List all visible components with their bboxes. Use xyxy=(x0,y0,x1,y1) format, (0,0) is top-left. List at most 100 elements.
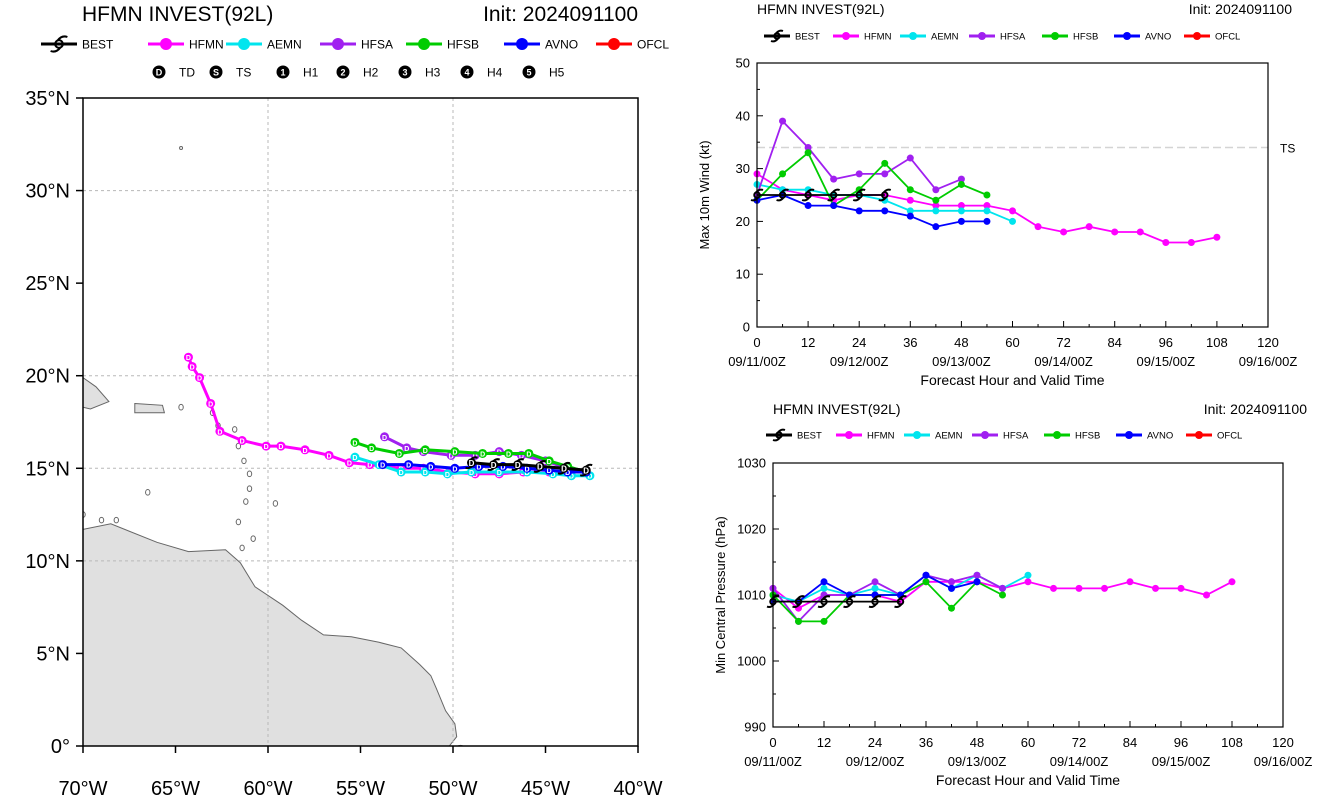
ts-date-label: 09/13/00Z xyxy=(948,754,1007,769)
series-point-hfsb xyxy=(804,149,812,157)
best-track-icon-arm xyxy=(822,595,831,600)
series-point-best xyxy=(817,595,831,609)
series-point-hfsb xyxy=(983,191,991,199)
series-point-best xyxy=(868,595,882,609)
track-point-avno xyxy=(378,460,388,470)
legend-label-hfsb: HFSB xyxy=(1073,31,1098,42)
pressure-chart-init-label: Init: 2024091100 xyxy=(1204,401,1307,417)
best-track-icon-arm xyxy=(831,188,841,194)
series-point-hfsa xyxy=(906,154,914,162)
track-point-hfmn xyxy=(261,441,271,451)
series-point-hfsa xyxy=(948,578,955,586)
best-track-icon-arm xyxy=(50,46,62,53)
wind-chart-init-label: Init: 2024091100 xyxy=(1189,1,1292,17)
series-point-hfsb xyxy=(881,159,889,167)
ts-y-tick-label: 30 xyxy=(736,161,750,176)
track-point-hfmn xyxy=(183,352,193,362)
ts-x-tick-label: 96 xyxy=(1174,735,1188,750)
track-point-label: D xyxy=(524,466,529,473)
ts-date-label: 09/13/00Z xyxy=(932,354,991,369)
ts-y-tick-label: 0 xyxy=(743,320,750,335)
ts-x-tick-label: 0 xyxy=(753,335,760,350)
track-point-label: D xyxy=(526,451,531,458)
best-track-icon-arm xyxy=(775,29,784,35)
track-point-label: D xyxy=(423,448,428,455)
intensity-symbol-h1 xyxy=(276,65,290,79)
series-point-hfmn xyxy=(1152,584,1159,592)
legend-marker-ofcl xyxy=(608,38,620,50)
pressure-chart: HFMN INVEST(92L) Init: 2024091100 BEST HFMN… xyxy=(713,401,1312,788)
series-line-hfsb xyxy=(756,151,988,207)
series-point-hfmn xyxy=(1075,584,1083,592)
track-point-aemn xyxy=(350,452,360,462)
wind-chart-title: HFMN INVEST(92L) xyxy=(757,1,885,17)
ts-x-tick-label: 120 xyxy=(1272,735,1294,750)
ts-x-tick-label: 60 xyxy=(1021,735,1035,750)
series-line-hfsa xyxy=(756,119,962,196)
caribbean-island xyxy=(239,544,245,552)
track-point-label: D xyxy=(404,446,409,453)
track-point-hfmn xyxy=(300,445,310,455)
series-line-hfsa xyxy=(772,574,1003,623)
series-point-hfmn xyxy=(932,202,940,210)
legend-marker-avno xyxy=(516,38,528,50)
legend-label-avno: AVNO xyxy=(1147,430,1173,441)
ts-date-label: 09/14/00Z xyxy=(1050,754,1109,769)
ts-x-tick-label: 108 xyxy=(1221,735,1243,750)
map-x-tick-label: 50°W xyxy=(428,778,477,800)
series-point-hfmn xyxy=(1162,239,1170,247)
series-point-hfmn xyxy=(1034,223,1042,231)
legend-marker-hfmn xyxy=(845,431,853,439)
track-point-label: D xyxy=(190,364,195,371)
track-point-hfmn xyxy=(276,441,286,451)
intensity-symbol-glyph: 2 xyxy=(340,68,345,78)
best-track-icon-arm xyxy=(868,603,877,609)
ts-x-tick-label: 108 xyxy=(1206,335,1228,350)
best-track-icon-arm xyxy=(792,603,801,609)
caribbean-island xyxy=(241,457,247,465)
track-point-hfsa xyxy=(380,432,390,442)
caribbean-island xyxy=(246,485,253,492)
track-point-hfmn xyxy=(215,426,225,436)
track-point-best-label: D xyxy=(469,459,475,468)
legend-label-best: BEST xyxy=(797,430,822,441)
intensity-label-h5: H5 xyxy=(549,66,565,80)
series-point-avno xyxy=(957,217,965,225)
track-point-label: D xyxy=(352,455,357,462)
series-point-hfmn xyxy=(1050,584,1057,592)
track-point-label: D xyxy=(587,474,592,481)
track-point-label: D xyxy=(217,429,222,436)
legend-label-hfsb: HFSB xyxy=(1075,430,1100,441)
track-point-best-dot xyxy=(489,460,499,470)
track-point-best-label: D xyxy=(537,463,543,472)
intensity-symbol-ts xyxy=(209,65,223,79)
series-point-avno xyxy=(922,571,930,579)
legend-label-aemn: AEMN xyxy=(935,430,963,441)
map-y-tick-label: 30°N xyxy=(25,181,70,203)
legend-label-hfmn: HFMN xyxy=(867,430,895,441)
map-y-tick-label: 5°N xyxy=(36,643,70,665)
map-title: HFMN INVEST(92L) xyxy=(82,3,273,26)
best-track-icon-arm xyxy=(770,37,779,43)
track-map-chart: HFMN INVEST(92L) Init: 2024091100 BEST HFMN… xyxy=(25,3,669,800)
series-point-hfmn xyxy=(1101,584,1108,592)
ts-y-tick-label: 1020 xyxy=(737,522,766,537)
track-point-hfmn xyxy=(324,450,334,460)
track-point-best-dot xyxy=(581,465,591,475)
map-init-label: Init: 2024091100 xyxy=(483,3,638,26)
best-track-icon-arm xyxy=(772,436,781,442)
best-track-icon-arm xyxy=(796,595,805,600)
ts-x-tick-label: 24 xyxy=(852,335,866,350)
series-point-best xyxy=(852,188,866,202)
track-point-hfmn xyxy=(206,398,216,408)
legend-marker-best xyxy=(50,35,68,53)
ts-date-label: 09/12/00Z xyxy=(830,354,889,369)
series-point-hfsa xyxy=(830,175,838,183)
series-point-hfmn xyxy=(1085,223,1093,231)
caribbean-island xyxy=(113,516,120,524)
series-point-hfsb xyxy=(855,186,863,194)
track-point-label: D xyxy=(197,376,202,383)
series-point-aemn xyxy=(820,584,828,592)
track-point-label: D xyxy=(480,451,485,458)
ts-y-tick-label: 1010 xyxy=(737,588,766,603)
